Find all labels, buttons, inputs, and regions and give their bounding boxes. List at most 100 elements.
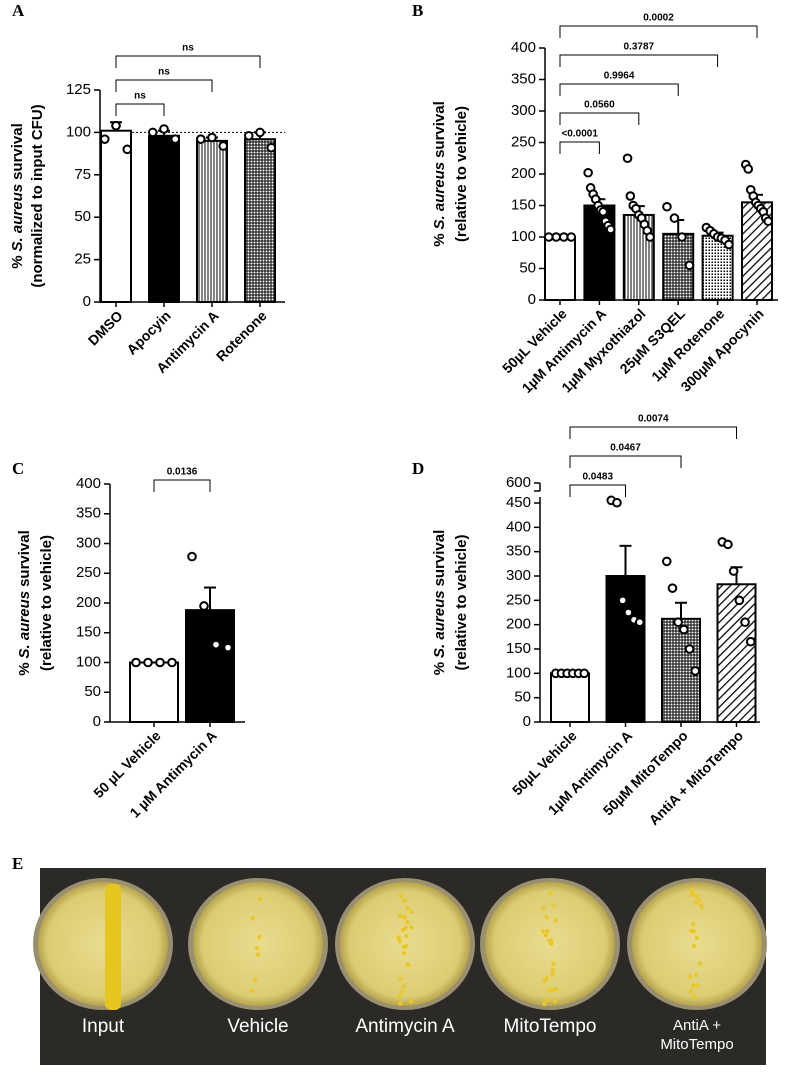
y-tick-label: 100: [511, 228, 536, 245]
colony: [396, 994, 402, 999]
data-point: [728, 566, 739, 576]
data-point: [684, 644, 695, 654]
colony: [397, 913, 403, 918]
data-point: [634, 617, 645, 628]
y-tick-label: 300: [511, 102, 536, 119]
y-tick-label: 400: [506, 518, 531, 535]
significance-bracket: [569, 426, 737, 439]
y-axis-label-part: survival: [431, 101, 448, 158]
colony: [540, 929, 546, 934]
y-tick-label: 0: [528, 291, 536, 308]
y-tick-label: 0: [523, 713, 531, 730]
colony: [690, 887, 695, 893]
colony: [548, 890, 553, 895]
plate: [632, 882, 762, 1006]
colony: [252, 977, 258, 983]
y-axis-label-part: %: [9, 255, 26, 268]
y-axis-label-part: S. aureus: [431, 162, 448, 230]
y-axis-label-part: survival: [16, 530, 33, 587]
colony: [405, 905, 410, 911]
data-point: [207, 132, 217, 143]
significance-bracket: [559, 25, 758, 38]
panel-label: E: [12, 854, 23, 873]
y-axis-label: (relative to vehicle): [38, 535, 55, 671]
significance-label: 0.0136: [167, 467, 198, 478]
y-axis-label: (relative to vehicle): [453, 106, 470, 242]
colony: [409, 909, 414, 914]
colony: [693, 900, 698, 905]
y-tick-label: 250: [76, 564, 101, 581]
data-point: [543, 232, 554, 242]
colony: [402, 898, 407, 903]
colony: [545, 928, 550, 934]
colony: [408, 999, 414, 1004]
data-point: [551, 232, 562, 242]
data-point: [645, 232, 655, 242]
y-axis-label-part: S. aureus: [431, 590, 448, 658]
significance-bracket: [153, 479, 211, 492]
data-point: [625, 191, 636, 201]
y-tick-label: 25: [74, 251, 91, 268]
bar: [129, 661, 179, 723]
colony: [405, 920, 410, 925]
colony: [549, 941, 554, 947]
bar: [244, 138, 276, 303]
data-point: [677, 232, 687, 242]
significance-bracket: [559, 54, 719, 67]
y-axis-label: % S. aureus survival: [431, 101, 448, 247]
significance-bracket: [115, 55, 261, 68]
data-point: [745, 636, 756, 647]
data-point: [266, 142, 277, 153]
colony: [550, 972, 555, 977]
colony: [550, 968, 556, 973]
colony: [258, 896, 263, 902]
y-axis-label-part: survival: [9, 123, 26, 180]
data-point: [690, 666, 701, 676]
panel-label: B: [412, 1, 423, 20]
colony: [688, 989, 694, 994]
y-axis-label-part: %: [431, 662, 448, 675]
data-point: [211, 639, 221, 650]
plate-label: Input: [82, 1016, 125, 1037]
y-axis-label: % S. aureus survival: [16, 530, 33, 676]
y-tick-label: 300: [76, 534, 101, 551]
colony: [551, 961, 556, 966]
y-tick-label: 50: [84, 683, 101, 700]
data-point: [243, 130, 254, 141]
y-tick-label: 350: [511, 70, 536, 87]
y-tick-label: 250: [506, 591, 531, 608]
significance-bracket: [559, 83, 679, 96]
colony: [694, 972, 699, 978]
y-tick-label: 250: [511, 133, 536, 150]
data-point: [679, 624, 689, 635]
significance-bracket: [569, 484, 626, 497]
plate: [193, 882, 323, 1006]
y-tick-label: 75: [74, 166, 91, 183]
y-axis-label: (relative to vehicle): [453, 535, 470, 671]
data-point: [111, 120, 121, 131]
data-point: [662, 201, 672, 212]
data-point: [763, 216, 774, 227]
y-axis-label-part: %: [431, 233, 448, 246]
significance-label: ns: [182, 43, 194, 54]
y-axis-label-part: survival: [431, 530, 448, 587]
colony: [691, 943, 697, 949]
data-point: [673, 617, 683, 628]
y-axis-label-part: S. aureus: [9, 184, 26, 252]
plate: [38, 882, 168, 1006]
data-point: [598, 207, 608, 217]
data-point: [147, 127, 158, 138]
data-point: [159, 124, 169, 134]
data-point: [734, 595, 745, 606]
y-tick-label: 50: [519, 259, 536, 276]
colony: [401, 951, 407, 956]
significance-bracket: [569, 455, 682, 468]
data-point: [605, 224, 616, 235]
colony: [542, 1001, 547, 1007]
data-point: [195, 134, 206, 144]
data-point: [579, 668, 590, 679]
data-point: [622, 153, 633, 164]
colony: [691, 983, 696, 988]
colony: [543, 933, 549, 938]
